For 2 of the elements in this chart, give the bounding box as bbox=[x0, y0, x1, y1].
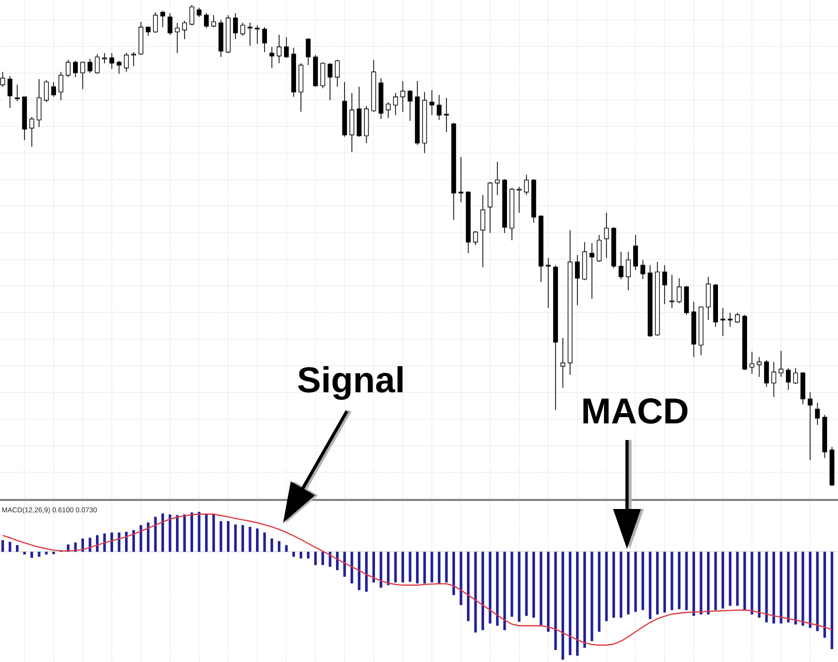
annotation: Signal bbox=[298, 366, 402, 400]
annotation: MACD bbox=[583, 398, 688, 424]
